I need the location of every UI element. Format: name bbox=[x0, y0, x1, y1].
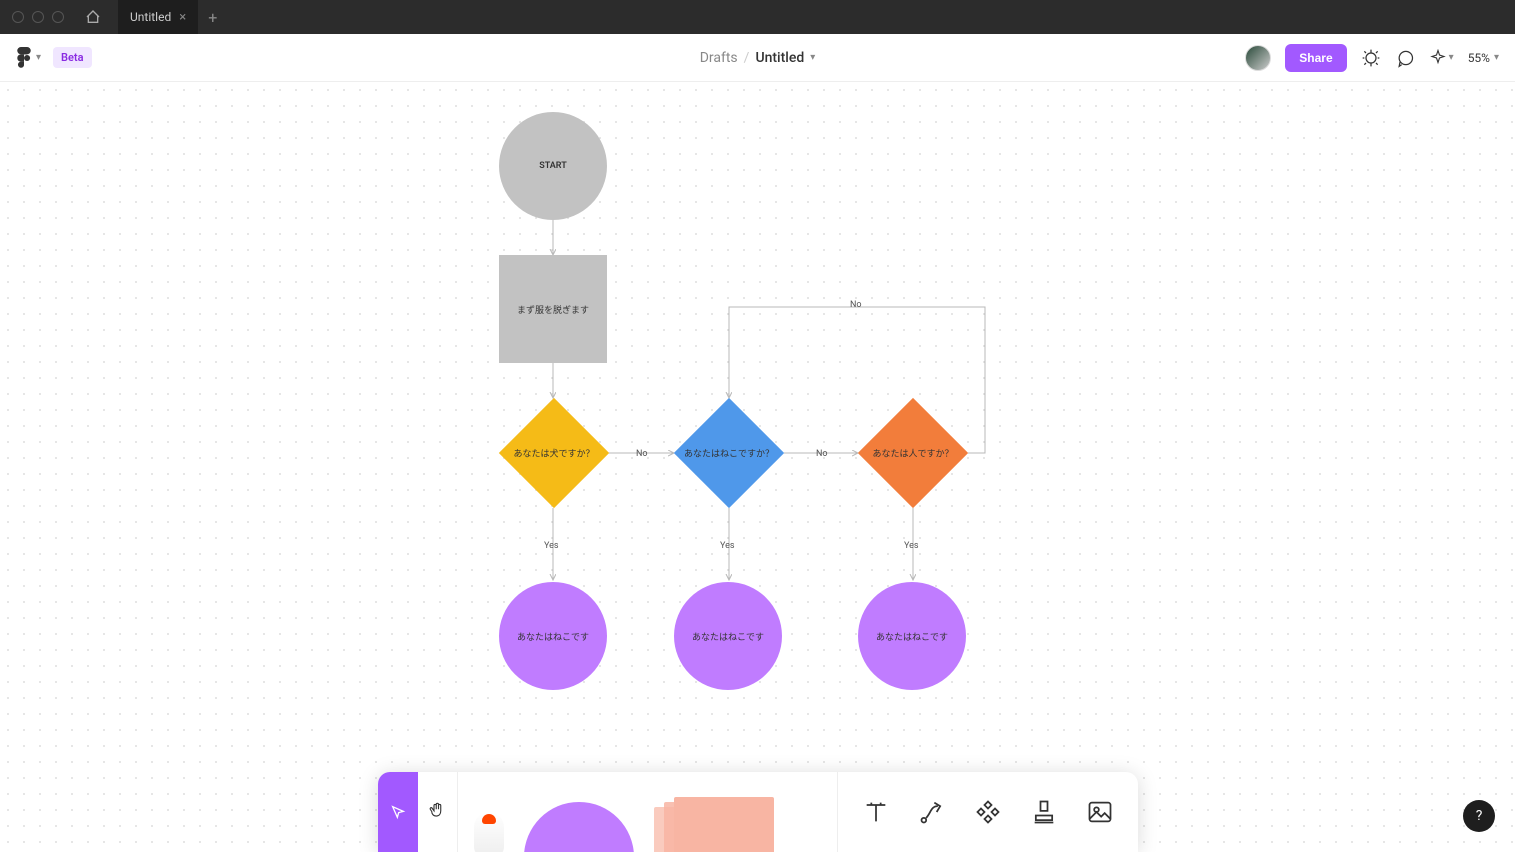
breadcrumb-separator: / bbox=[744, 50, 750, 66]
breadcrumb-drafts[interactable]: Drafts bbox=[700, 50, 738, 66]
chevron-down-icon: ▾ bbox=[1494, 52, 1499, 63]
node-label: START bbox=[539, 161, 567, 171]
circle-shape-tool[interactable] bbox=[524, 802, 634, 852]
breadcrumb: Drafts / Untitled ▾ bbox=[700, 50, 816, 66]
beta-badge: Beta bbox=[53, 47, 92, 68]
flowchart-circle-node[interactable]: あなたはねこです bbox=[499, 582, 607, 690]
edge-label: Yes bbox=[904, 541, 919, 551]
close-window-button[interactable] bbox=[12, 11, 24, 23]
bottom-toolbar bbox=[378, 772, 1138, 852]
close-tab-icon[interactable]: × bbox=[179, 10, 186, 25]
pointer-tool[interactable] bbox=[390, 792, 406, 832]
image-tool[interactable] bbox=[1082, 794, 1118, 830]
text-tool[interactable] bbox=[858, 794, 894, 830]
flowchart-circle-node[interactable]: START bbox=[499, 112, 607, 220]
edge-label: No bbox=[850, 300, 862, 310]
chevron-down-icon: ▾ bbox=[1449, 52, 1454, 63]
figma-menu-icon[interactable]: ▾ bbox=[16, 47, 41, 69]
cursor-tool-group bbox=[378, 772, 418, 852]
file-tab[interactable]: Untitled × bbox=[118, 0, 198, 34]
flowchart-rect-node[interactable]: まず服を脱ぎます bbox=[499, 255, 607, 363]
help-button[interactable]: ? bbox=[1463, 800, 1495, 832]
hand-tool[interactable] bbox=[428, 801, 446, 823]
comment-icon[interactable] bbox=[1395, 48, 1415, 68]
canvas[interactable]: START まず服を脱ぎますあなたは犬ですか？ あなたはねこですか？ あなたは人ですか… bbox=[0, 82, 1515, 852]
minimize-window-button[interactable] bbox=[32, 11, 44, 23]
flowchart-diamond-node[interactable]: あなたは犬ですか？ bbox=[499, 398, 609, 508]
marker-shape-tool[interactable] bbox=[474, 812, 504, 852]
bug-icon[interactable] bbox=[1361, 48, 1381, 68]
tab-title: Untitled bbox=[130, 10, 171, 24]
mac-titlebar: Untitled × + bbox=[0, 0, 1515, 34]
flowchart-circle-node[interactable]: あなたはねこです bbox=[674, 582, 782, 690]
node-label: あなたは人ですか？ bbox=[868, 447, 958, 460]
chevron-down-icon: ▾ bbox=[36, 52, 41, 63]
diamond-grid-tool[interactable] bbox=[970, 794, 1006, 830]
edge-label: No bbox=[636, 449, 648, 459]
node-label: あなたは犬ですか？ bbox=[509, 447, 599, 460]
shape-shelf bbox=[458, 772, 837, 852]
chevron-down-icon[interactable]: ▾ bbox=[810, 52, 815, 63]
sticky-note-tool[interactable] bbox=[654, 797, 774, 852]
flowchart-diamond-node[interactable]: あなたはねこですか？ bbox=[674, 398, 784, 508]
edge-label: Yes bbox=[720, 541, 735, 551]
help-label: ? bbox=[1476, 808, 1483, 824]
stamp-tool[interactable] bbox=[1026, 794, 1062, 830]
share-button[interactable]: Share bbox=[1285, 44, 1346, 72]
traffic-lights bbox=[12, 11, 64, 23]
home-icon[interactable] bbox=[84, 8, 102, 26]
breadcrumb-title[interactable]: Untitled bbox=[755, 50, 804, 66]
flowchart-diamond-node[interactable]: あなたは人ですか？ bbox=[858, 398, 968, 508]
user-avatar[interactable] bbox=[1245, 45, 1271, 71]
zoom-value: 55% bbox=[1468, 51, 1490, 65]
node-label: あなたはねこです bbox=[517, 630, 589, 643]
sparkle-icon[interactable]: ▾ bbox=[1429, 48, 1454, 68]
edge-label: Yes bbox=[544, 541, 559, 551]
flowchart-circle-node[interactable]: あなたはねこです bbox=[858, 582, 966, 690]
edge-label: No bbox=[816, 449, 828, 459]
node-label: あなたはねこですか？ bbox=[684, 447, 774, 460]
maximize-window-button[interactable] bbox=[52, 11, 64, 23]
top-toolbar: ▾ Beta Drafts / Untitled ▾ Share ▾ 55% ▾ bbox=[0, 34, 1515, 82]
tool-icons bbox=[837, 772, 1138, 852]
node-label: まず服を脱ぎます bbox=[517, 303, 589, 316]
connector-tool[interactable] bbox=[914, 794, 950, 830]
zoom-control[interactable]: 55% ▾ bbox=[1468, 51, 1499, 65]
add-tab-button[interactable]: + bbox=[208, 8, 217, 27]
node-label: あなたはねこです bbox=[692, 630, 764, 643]
node-label: あなたはねこです bbox=[876, 630, 948, 643]
